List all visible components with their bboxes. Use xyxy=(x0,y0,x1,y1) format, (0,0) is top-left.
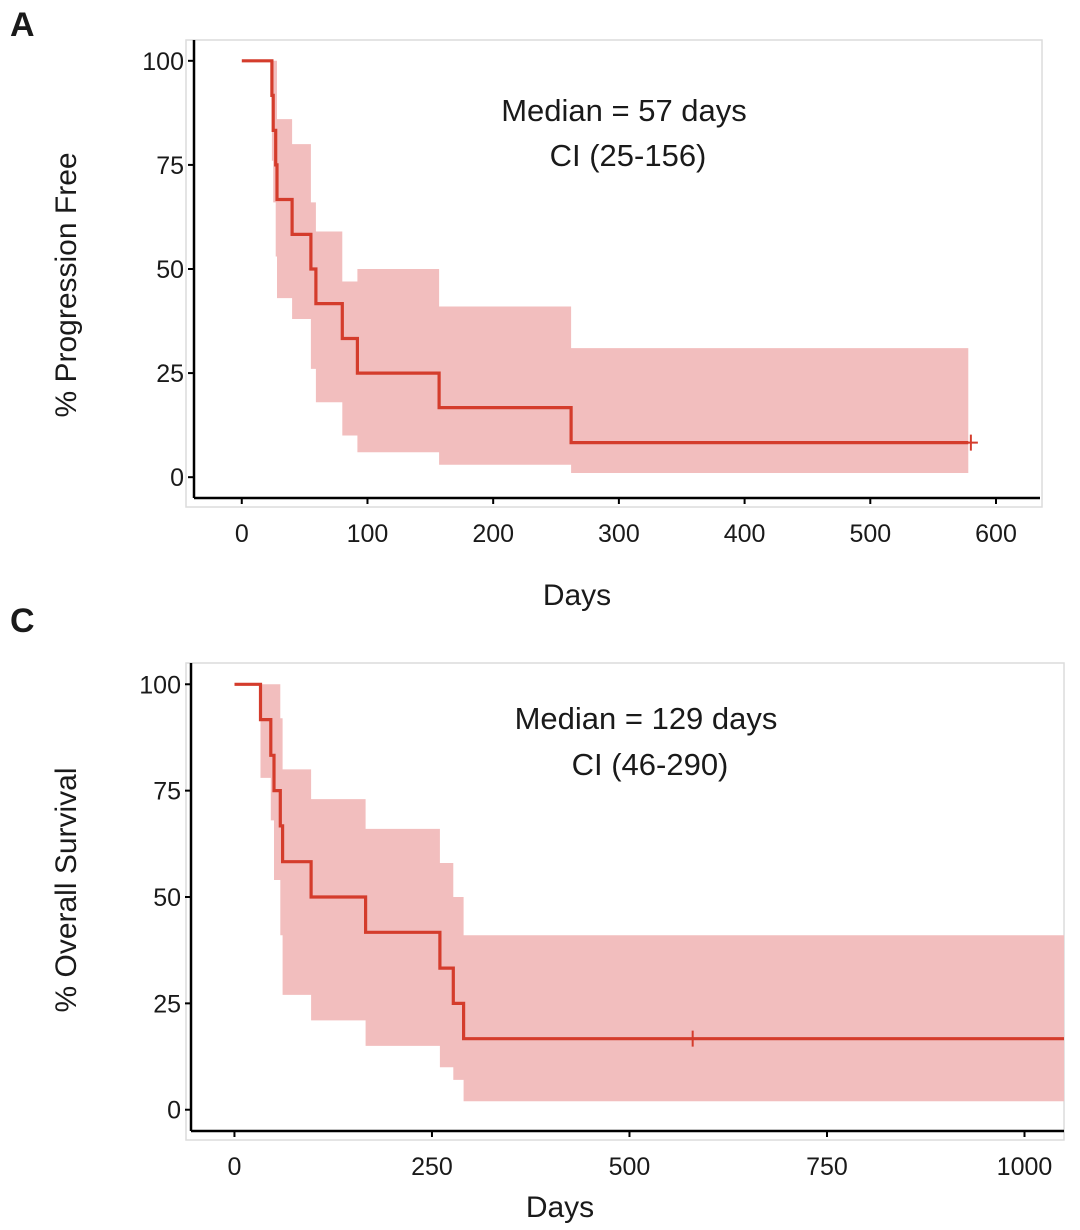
survival-curve xyxy=(234,682,1064,1041)
y-tick-label: 25 xyxy=(156,360,184,388)
censor-mark xyxy=(685,1030,700,1047)
y-axis-title: % Progression Free xyxy=(50,152,83,417)
y-tick-label: 75 xyxy=(153,778,181,806)
y-axis-title: % Overall Survival xyxy=(50,767,83,1012)
y-tick-label: 50 xyxy=(156,256,184,284)
y-tick-label: 75 xyxy=(156,152,184,180)
censor-mark xyxy=(963,434,978,451)
x-tick-label: 500 xyxy=(609,1153,651,1181)
survival-curve xyxy=(241,59,969,445)
progression-free-plot: 0 25 50 75 100 0 100 200 300 400 500 600 xyxy=(142,39,1043,548)
x-tick-label: 300 xyxy=(598,520,640,548)
y-tick-label: 100 xyxy=(142,48,184,76)
x-tick-label: 750 xyxy=(806,1153,848,1181)
x-tick-label: 100 xyxy=(347,520,389,548)
y-tick-label: 0 xyxy=(170,464,184,492)
confidence-band xyxy=(234,684,1064,1102)
y-tick-label: 0 xyxy=(167,1097,181,1125)
confidence-band xyxy=(241,60,969,474)
y-tick-label: 100 xyxy=(139,671,181,699)
panel-label-a: A xyxy=(10,6,35,44)
y-tick-label: 25 xyxy=(153,990,181,1018)
y-tick-label: 50 xyxy=(153,884,181,912)
x-axis-title: Days xyxy=(543,579,611,612)
x-tick-label: 0 xyxy=(227,1153,241,1181)
x-tick-label: 500 xyxy=(849,520,891,548)
panel-label-c: C xyxy=(10,602,35,640)
ci-annotation: CI (25-156) xyxy=(550,138,707,173)
ci-annotation: CI (46-290) xyxy=(572,747,729,782)
x-tick-label: 1000 xyxy=(997,1153,1053,1181)
median-annotation: Median = 129 days xyxy=(515,701,778,736)
x-tick-label: 250 xyxy=(411,1153,453,1181)
x-axis-title: Days xyxy=(526,1191,594,1224)
median-annotation: Median = 57 days xyxy=(501,93,747,128)
x-tick-label: 400 xyxy=(724,520,766,548)
x-tick-label: 0 xyxy=(235,520,249,548)
x-tick-label: 600 xyxy=(975,520,1017,548)
x-tick-label: 200 xyxy=(472,520,514,548)
